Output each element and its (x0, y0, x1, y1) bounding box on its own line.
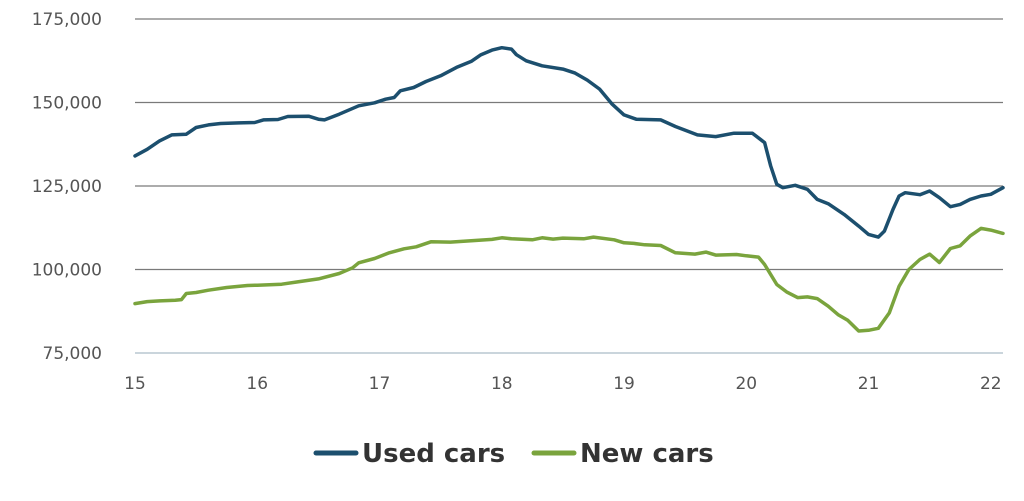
grid-lines (135, 18, 1003, 354)
x-tick-label: 18 (491, 374, 513, 394)
x-tick-label: 16 (246, 374, 268, 394)
legend-label-used-cars: Used cars (362, 439, 505, 469)
x-tick-label: 19 (613, 374, 635, 394)
y-tick-label: 150,000 (32, 94, 102, 114)
y-tick-label: 175,000 (32, 10, 102, 30)
x-tick-label: 15 (124, 374, 146, 394)
x-axis-tick-labels: 15 16 17 18 19 20 21 22 (124, 374, 1001, 394)
x-tick-label: 20 (735, 374, 757, 394)
x-tick-label: 21 (858, 374, 880, 394)
y-tick-label: 100,000 (32, 261, 102, 281)
series-line-used-cars (133, 45, 1005, 239)
y-tick-label: 75,000 (43, 344, 102, 364)
series-line-new-cars (133, 226, 1005, 333)
x-tick-label: 22 (980, 374, 1002, 394)
y-axis-tick-labels: 75,000 100,000 125,000 150,000 175,000 (32, 10, 102, 364)
series-lines (133, 45, 1005, 333)
legend-label-new-cars: New cars (580, 439, 714, 469)
x-tick-label: 17 (369, 374, 391, 394)
legend: Used cars New cars (313, 439, 714, 469)
y-tick-label: 125,000 (32, 177, 102, 197)
